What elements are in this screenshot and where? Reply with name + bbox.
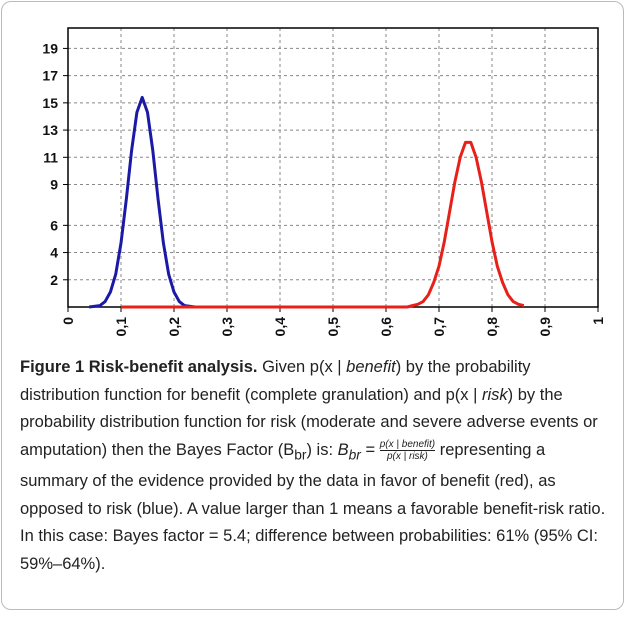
formula-eq: = — [365, 440, 376, 459]
x-tick-label: 0,8 — [484, 317, 500, 337]
caption-text: risk — [481, 385, 508, 404]
caption-text: representing a summary of the evidence p… — [20, 440, 606, 573]
caption-label: Figure 1 Risk-benefit analysis. — [20, 358, 258, 376]
caption-text: Given p(x | — [257, 358, 347, 376]
data-line — [121, 140, 525, 309]
formula-denominator: p(x | risk) — [386, 450, 428, 462]
x-tick-label: 0,5 — [325, 317, 341, 337]
y-tick-label: 6 — [50, 217, 58, 233]
x-tick-label: 0 — [60, 317, 76, 325]
y-tick-label: 9 — [50, 177, 58, 193]
x-tick-label: 0,7 — [431, 317, 447, 337]
formula-lhs: B — [337, 440, 349, 459]
caption-text: ) by the probability distribution functi… — [20, 385, 598, 459]
data-line — [89, 95, 196, 309]
figure-frame — [1, 1, 624, 610]
y-tick-label: 2 — [50, 272, 58, 288]
figure-caption: Figure 1 Risk-benefit analysis. Given p(… — [20, 354, 612, 578]
y-tick-label: 4 — [50, 245, 58, 261]
caption-text: benefit — [346, 358, 396, 376]
caption-text: ) by the probability distribution functi… — [20, 358, 531, 404]
x-tick-label: 1 — [590, 317, 606, 325]
y-tick-label: 15 — [42, 95, 58, 111]
formula-fraction: p(x | benefit) p(x | risk) — [379, 438, 436, 462]
x-tick-label: 0,9 — [537, 317, 553, 337]
y-tick-label: 19 — [42, 40, 58, 56]
x-tick-label: 0,4 — [272, 317, 288, 337]
caption-text: ) is: — [306, 440, 338, 459]
y-tick-label: 17 — [42, 68, 58, 84]
chart: 2 4 6 9 11 13 15 17 19 0 0,1 0,2 0,3 0,4 0,5 0,6 0,7 0,8 0… — [42, 27, 606, 337]
caption-text: br — [294, 446, 307, 462]
x-tick-label: 0,6 — [378, 317, 394, 337]
x-tick-label: 0,2 — [166, 317, 182, 337]
formula-numerator: p(x | benefit) — [379, 438, 436, 451]
y-tick-label: 11 — [43, 149, 58, 165]
formula-sub: br — [348, 446, 361, 462]
x-tick-label: 0,1 — [113, 317, 129, 337]
y-tick-label: 13 — [42, 122, 58, 138]
x-tick-label: 0,3 — [219, 317, 235, 337]
